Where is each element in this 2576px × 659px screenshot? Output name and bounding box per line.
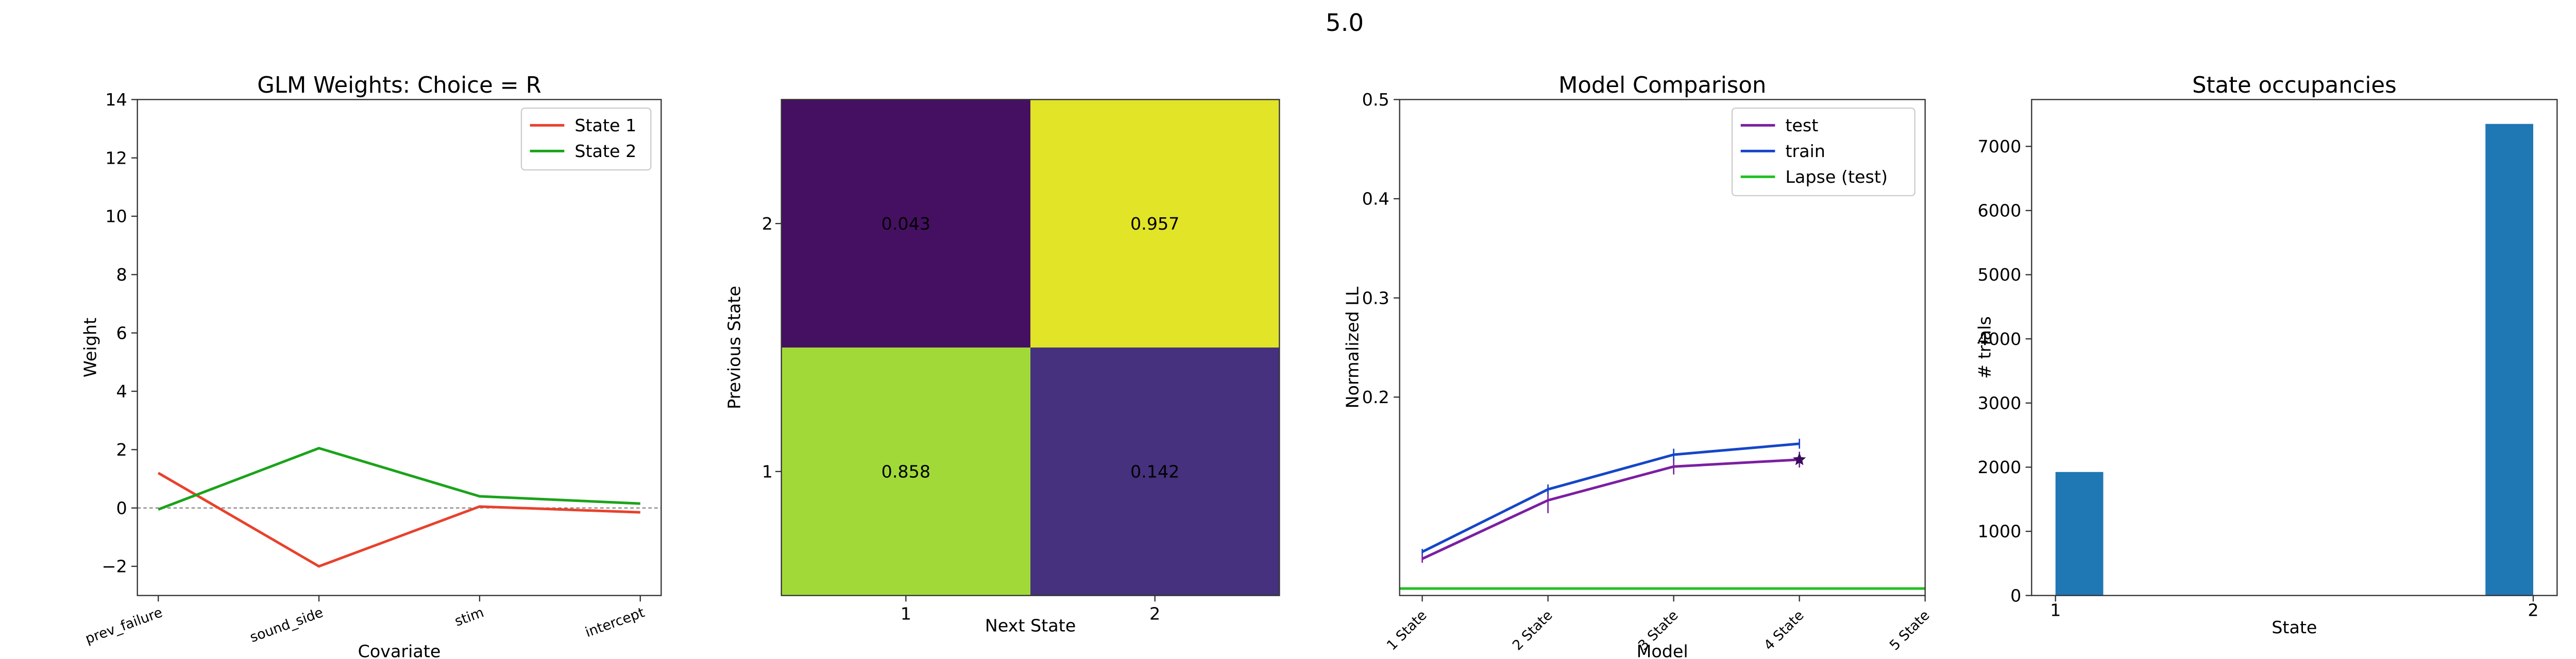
y-tick-label: 0.2 <box>1362 387 1389 407</box>
y-tick-label: 2 <box>762 214 773 234</box>
x-axis-label: Model <box>1637 641 1688 659</box>
y-tick-label: 10 <box>105 206 127 227</box>
cell-label: 0.043 <box>882 214 930 234</box>
legend-label: test <box>1785 115 1818 135</box>
legend-label: State 2 <box>574 141 636 161</box>
x-axis-label: Covariate <box>358 641 441 659</box>
y-tick-label: 8 <box>116 265 127 285</box>
histogram-bar <box>2055 472 2104 596</box>
heatmap-cell <box>1030 99 1280 348</box>
y-tick-label: 2000 <box>1978 457 2022 477</box>
y-tick-label: 0.3 <box>1362 288 1389 308</box>
axes-frame <box>137 99 662 596</box>
x-axis-label: State <box>2272 617 2317 637</box>
cell-label: 0.858 <box>882 462 930 482</box>
axes-title: State occupancies <box>2192 73 2397 98</box>
x-tick-label: 1 <box>2050 600 2061 620</box>
legend: State 1 State 2 <box>520 107 652 171</box>
legend: test train Lapse (test) <box>1731 107 1916 197</box>
best-marker <box>1792 453 1806 465</box>
x-tick-label: 1 <box>901 603 911 623</box>
histogram-bar <box>2485 124 2533 596</box>
legend-label: train <box>1785 141 1825 161</box>
series-line <box>157 472 640 568</box>
axes-frame <box>2031 99 2558 596</box>
y-tick-label: 0.4 <box>1362 189 1389 209</box>
y-tick-label: 5000 <box>1978 265 2022 285</box>
x-tick-label: 2 <box>1149 603 1160 623</box>
cell-label: 0.957 <box>1130 214 1179 234</box>
x-tick-label: 2 <box>2528 600 2538 620</box>
x-axis-label: Next State <box>985 616 1076 636</box>
heatmap-cell <box>781 99 1030 348</box>
axes-title: GLM Weights: Choice = R <box>257 73 541 98</box>
y-tick-label: 12 <box>105 148 127 168</box>
y-tick-label: 1 <box>762 462 773 482</box>
axes-frame <box>781 99 1280 596</box>
series-line <box>1421 458 1800 560</box>
y-tick-label: 0 <box>116 498 127 518</box>
axes-frame <box>1399 99 1926 596</box>
y-tick-label: 4 <box>116 381 127 402</box>
y-axis-label: Normalized LL <box>1343 286 1363 408</box>
y-axis-label: # trials <box>1974 316 1994 379</box>
y-tick-label: 6 <box>116 323 127 343</box>
y-axis-label: Previous State <box>724 286 744 409</box>
legend-box <box>520 107 652 171</box>
legend-label: State 1 <box>574 115 636 135</box>
y-tick-label: 4000 <box>1978 329 2022 349</box>
heatmap-cell <box>781 348 1030 596</box>
y-axis-label: Weight <box>80 318 100 377</box>
suptitle: 5.0 <box>1326 9 1364 37</box>
series-line <box>158 446 640 511</box>
legend-label: Lapse (test) <box>1785 167 1888 187</box>
y-tick-label: 0.5 <box>1362 90 1389 110</box>
y-tick-label: 0 <box>2010 585 2021 605</box>
cell-label: 0.142 <box>1130 462 1179 482</box>
heatmap-cell <box>1030 348 1280 596</box>
y-tick-label: 3000 <box>1978 393 2022 413</box>
y-tick-label: 14 <box>105 90 127 110</box>
y-tick-label: 1000 <box>1978 522 2022 542</box>
axes-title: Model Comparison <box>1558 73 1766 98</box>
legend-box <box>1731 107 1916 197</box>
y-tick-label: 2 <box>116 440 127 460</box>
y-tick-label: 6000 <box>1978 201 2022 221</box>
y-tick-label: 7000 <box>1978 136 2022 157</box>
y-tick-label: −2 <box>102 557 127 577</box>
series-line <box>1421 442 1800 553</box>
